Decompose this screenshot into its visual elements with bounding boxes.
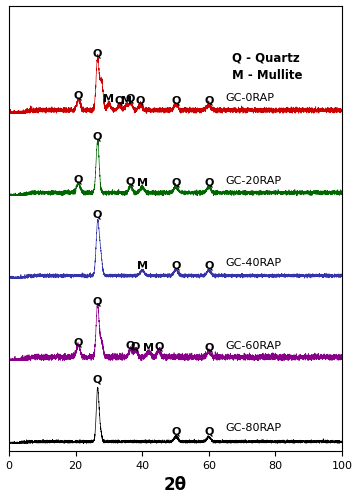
Text: Q: Q — [74, 90, 83, 101]
Text: M: M — [121, 96, 132, 106]
Text: Q: Q — [93, 132, 102, 141]
Text: Q: Q — [171, 178, 180, 188]
Text: GC-40RAP: GC-40RAP — [226, 258, 281, 268]
Text: Q: Q — [204, 178, 213, 188]
Text: Q: Q — [154, 342, 164, 352]
Text: Q: Q — [171, 96, 180, 106]
Text: Q - Quartz: Q - Quartz — [232, 52, 300, 64]
Text: Q: Q — [126, 341, 135, 351]
Text: M: M — [137, 261, 148, 271]
Text: Q: Q — [74, 174, 83, 184]
Text: Q: Q — [93, 296, 102, 306]
Text: Q: Q — [204, 96, 213, 106]
Text: Q: Q — [204, 261, 213, 271]
X-axis label: 2θ: 2θ — [164, 476, 187, 494]
Text: Q: Q — [171, 260, 180, 270]
Text: Q: Q — [136, 96, 145, 106]
Text: Q: Q — [204, 343, 213, 353]
Text: GC-20RAP: GC-20RAP — [226, 176, 281, 186]
Text: M: M — [137, 178, 148, 188]
Text: Q: Q — [93, 210, 102, 220]
Text: Q: Q — [171, 426, 180, 436]
Text: Q: Q — [74, 337, 83, 347]
Text: GC-80RAP: GC-80RAP — [226, 423, 281, 433]
Text: Q: Q — [131, 342, 140, 351]
Text: GC-60RAP: GC-60RAP — [226, 340, 281, 350]
Text: M: M — [103, 94, 115, 104]
Text: Q: Q — [204, 426, 213, 436]
Text: Q: Q — [93, 375, 102, 385]
Text: Q: Q — [126, 94, 135, 104]
Text: M: M — [143, 343, 154, 353]
Text: Q: Q — [93, 49, 102, 59]
Text: M - Mullite: M - Mullite — [232, 70, 303, 82]
Text: Q: Q — [115, 96, 124, 106]
Text: Q: Q — [126, 177, 135, 187]
Text: GC-0RAP: GC-0RAP — [226, 93, 275, 103]
